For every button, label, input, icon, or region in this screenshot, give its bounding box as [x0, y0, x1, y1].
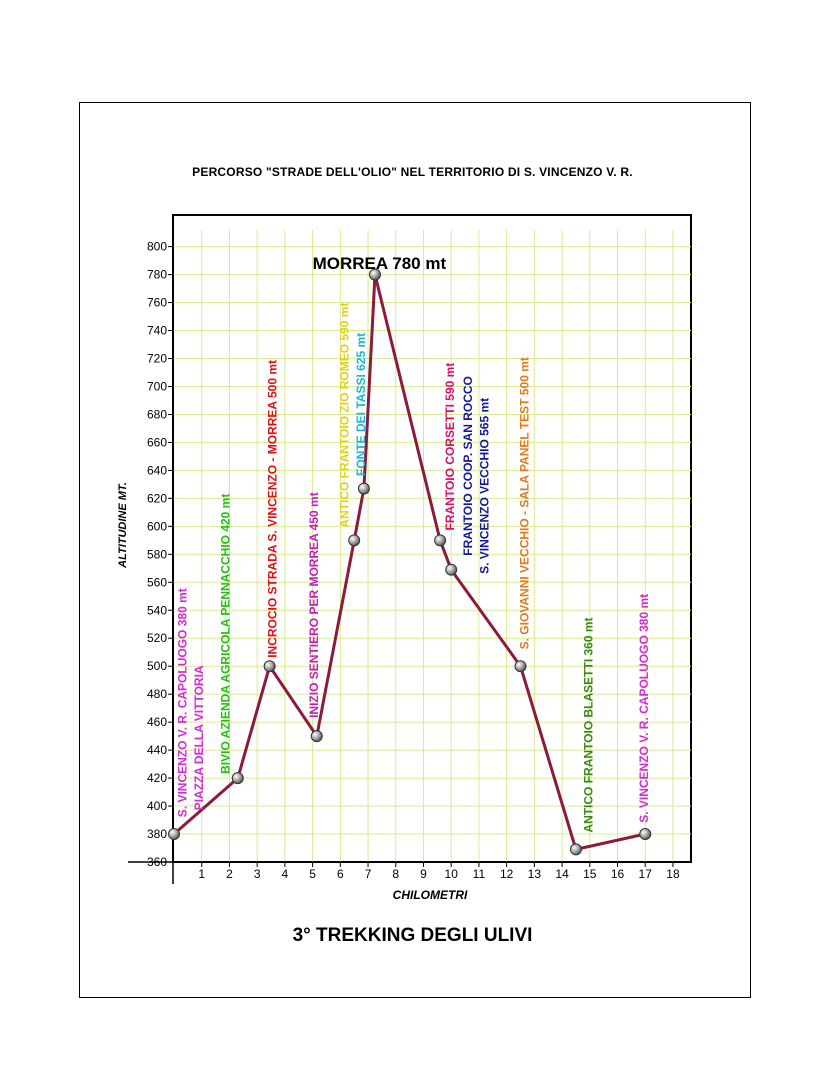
data-point: [168, 828, 180, 841]
point-annotation: PIAZZA DELLA VITTORIA: [192, 665, 206, 810]
x-tick-label: 12: [500, 867, 514, 881]
point-annotation: ANTICO FRANTOIO BLASETTI 360 mt: [581, 617, 595, 832]
y-tick-label: 760: [147, 296, 167, 310]
y-tick-label: 720: [147, 352, 167, 366]
y-tick-label: 780: [147, 268, 167, 282]
event-subtitle: 3° TREKKING DEGLI ULIVI: [292, 925, 533, 946]
y-tick-label: 440: [147, 743, 167, 757]
y-tick-label: 400: [147, 799, 167, 813]
y-tick-label: 460: [147, 715, 167, 729]
y-tick-label: 660: [147, 435, 167, 449]
x-tick-label: 14: [555, 867, 569, 881]
data-point: [357, 482, 370, 495]
data-point: [231, 772, 244, 785]
markers: [168, 268, 652, 856]
data-point: [368, 268, 381, 281]
annotations: MORREA 780 mt S. VINCENZO V. R. CAPOLUOGO…: [175, 254, 651, 833]
x-tick-label: 11: [473, 867, 486, 881]
y-tick-label: 580: [147, 547, 167, 561]
y-tick-label: 640: [147, 463, 167, 477]
y-tick-label: 800: [147, 240, 167, 254]
x-axis-label: CHILOMETRI: [393, 888, 468, 902]
point-annotation: INIZIO SENTIERO PER MORREA 450 mt: [307, 492, 321, 718]
altitude-line: [173, 273, 646, 851]
data-point: [263, 660, 276, 673]
point-annotation: INCROCIO STRADA S. VINCENZO - MORREA 500…: [265, 360, 279, 658]
grid: [172, 214, 692, 863]
x-tick-label: 18: [666, 867, 680, 881]
point-annotation: FRANTOIO COOP. SAN ROCCO: [461, 376, 475, 556]
point-annotation: S. VINCENZO V. R. CAPOLUOGO 380 mt: [175, 588, 189, 817]
y-tick-label: 700: [147, 379, 167, 393]
y-tick-label: 680: [147, 407, 167, 421]
chart-title: PERCORSO "STRADE DELL'OLIO" NEL TERRITOR…: [192, 165, 633, 179]
data-point: [348, 534, 361, 547]
x-tick-label: 4: [282, 867, 289, 881]
data-point: [445, 563, 458, 576]
axes: 3603804004204404604805005205405605806006…: [128, 215, 691, 884]
point-annotation: ANTICO FRANTOIO ZIO ROMEO 590 mt: [338, 303, 352, 528]
y-tick-label: 540: [147, 603, 167, 617]
x-tick-label: 9: [420, 867, 427, 881]
x-tick-label: 3: [254, 867, 261, 881]
x-tick-label: 7: [365, 867, 372, 881]
x-tick-label: 15: [583, 867, 597, 881]
x-tick-label: 6: [337, 867, 344, 881]
x-tick-label: 17: [639, 867, 653, 881]
y-tick-label: 620: [147, 491, 167, 505]
page-frame: [79, 102, 751, 998]
x-tick-label: 16: [611, 867, 625, 881]
point-annotation: FRANTOIO CORSETTI 590 mt: [443, 363, 457, 531]
x-tick-label: 8: [392, 867, 399, 881]
y-tick-label: 740: [147, 324, 167, 338]
y-tick-label: 480: [147, 687, 167, 701]
plot-area: [172, 214, 692, 863]
y-tick-label: 520: [147, 631, 167, 645]
x-tick-label: 10: [445, 867, 459, 881]
point-annotation: S. GIOVANNI VECCHIO - SALA PANEL TEST 50…: [518, 357, 532, 649]
y-tick-label: 560: [147, 575, 167, 589]
altitude-series-line: [173, 273, 646, 851]
x-tick-label: 2: [226, 867, 233, 881]
data-point: [569, 843, 582, 856]
x-tick-label: 13: [528, 867, 542, 881]
y-tick-label: 420: [147, 771, 167, 785]
data-point: [434, 534, 447, 547]
data-point: [310, 730, 323, 743]
y-tick-label: 380: [147, 827, 167, 841]
point-annotation: S. VINCENZO V. R. CAPOLUOGO 380 mt: [637, 594, 651, 823]
y-tick-label: 600: [147, 519, 167, 533]
data-point: [514, 660, 527, 673]
point-annotation: MORREA 780 mt: [313, 254, 447, 273]
point-annotation: FONTE DEI TASSI 625 mt: [354, 333, 368, 476]
point-annotation: BIVIO AZIENDA AGRICOLA PENNACCHIO 420 mt: [218, 494, 232, 774]
y-axis-label: ALTITUDINE MT.: [117, 482, 129, 569]
y-tick-label: 500: [147, 659, 167, 673]
x-tick-label: 1: [198, 867, 205, 881]
point-annotation: S. VINCENZO VECCHIO 565 mt: [478, 398, 492, 574]
x-tick-label: 5: [309, 867, 316, 881]
data-point: [639, 828, 652, 841]
